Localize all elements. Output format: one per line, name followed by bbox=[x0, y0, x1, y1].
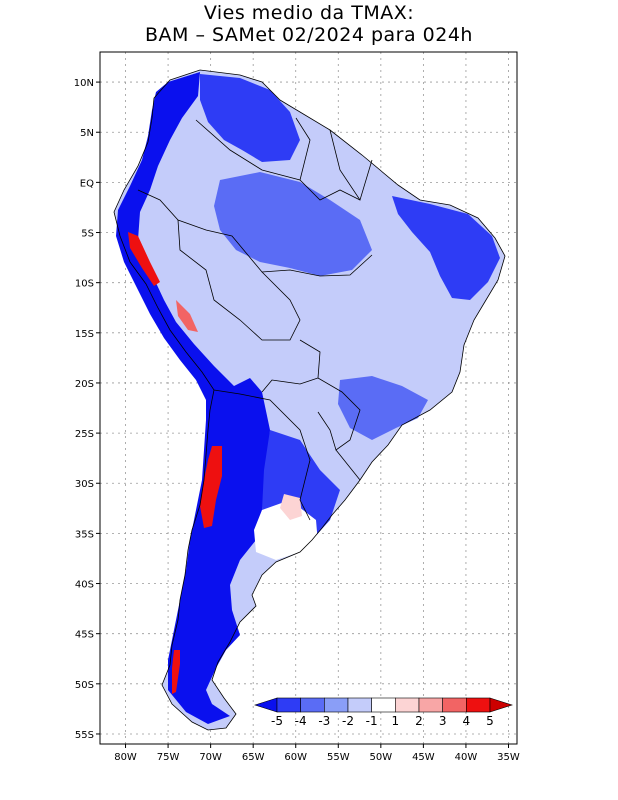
southeast-negative-bias bbox=[338, 376, 428, 440]
y-tick-label: EQ bbox=[80, 178, 94, 189]
colorbar-label: 4 bbox=[463, 714, 471, 728]
colorbar-segment bbox=[418, 697, 443, 713]
x-tick-label: 60W bbox=[284, 752, 307, 763]
continent-base bbox=[114, 70, 505, 730]
colorbar-label: -5 bbox=[271, 714, 283, 728]
patagonia-positive-bias bbox=[172, 650, 180, 694]
colorbar-label: -2 bbox=[342, 714, 354, 728]
y-tick-label: 55S bbox=[75, 730, 94, 741]
x-tick-label: 70W bbox=[199, 752, 222, 763]
northeast-negative-bias bbox=[392, 196, 500, 300]
colorbar-label: -3 bbox=[318, 714, 330, 728]
y-tick-label: 5N bbox=[80, 128, 94, 139]
x-tick-label: 35W bbox=[497, 752, 520, 763]
colorbar-label: 3 bbox=[439, 714, 447, 728]
x-tick-label: 65W bbox=[242, 752, 265, 763]
peru-positive-bias-2 bbox=[176, 300, 198, 332]
colorbar-segment bbox=[466, 697, 491, 713]
map-title-line2: BAM – SAMet 02/2024 para 024h bbox=[145, 24, 473, 46]
y-tick-label: 25S bbox=[75, 429, 94, 440]
colorbar-label: 2 bbox=[415, 714, 423, 728]
neutral-region bbox=[254, 500, 318, 560]
colorbar-label: 1 bbox=[392, 714, 400, 728]
y-tick-label: 10N bbox=[74, 78, 94, 89]
colorbar-segment bbox=[324, 697, 349, 713]
x-axis-labels: 80W 75W 70W 65W 60W 55W 50W 45W 40W 35W bbox=[114, 744, 520, 763]
y-tick-label: 40S bbox=[75, 580, 94, 591]
x-tick-label: 50W bbox=[370, 752, 393, 763]
colorbar-arrow-high bbox=[489, 697, 513, 713]
map-frame bbox=[99, 51, 518, 745]
x-tick-label: 80W bbox=[114, 752, 137, 763]
y-tick-label: 15S bbox=[75, 329, 94, 340]
y-tick-label: 10S bbox=[75, 279, 94, 290]
colorbar-label: 5 bbox=[486, 714, 494, 728]
amazon-negative-bias bbox=[214, 172, 372, 276]
x-tick-label: 55W bbox=[327, 752, 350, 763]
colorbar-segment bbox=[442, 697, 467, 713]
colorbar-segment bbox=[371, 697, 396, 713]
continent-shading bbox=[114, 70, 505, 730]
peru-positive-bias bbox=[128, 232, 160, 286]
colorbar-segment bbox=[347, 697, 372, 713]
y-tick-label: 35S bbox=[75, 529, 94, 540]
y-tick-label: 30S bbox=[75, 479, 94, 490]
y-tick-label: 5S bbox=[81, 229, 94, 240]
country-borders bbox=[113, 69, 506, 731]
colorbar-arrow-low bbox=[254, 697, 278, 713]
colorbar: -5 -4 -3 -2 -1 1 2 3 4 5 bbox=[254, 697, 513, 728]
y-tick-label: 50S bbox=[75, 680, 94, 691]
colorbar-label: -1 bbox=[366, 714, 378, 728]
colorbar-segment bbox=[300, 697, 325, 713]
chile-positive-bias bbox=[200, 446, 222, 528]
y-axis-labels: 10N 5N EQ 5S 10S 15S 20S 25S 30S 35S 40S 45S 50S 55S bbox=[74, 78, 100, 741]
colorbar-segment bbox=[276, 697, 301, 713]
map-title-line1: Vies medio da TMAX: bbox=[203, 2, 415, 24]
x-tick-label: 75W bbox=[157, 752, 180, 763]
colorbar-segment bbox=[395, 697, 420, 713]
andes-negative-bias bbox=[116, 72, 270, 724]
argentina-positive-bias bbox=[280, 494, 302, 520]
colorbar-label: -4 bbox=[295, 714, 307, 728]
y-tick-label: 45S bbox=[75, 630, 94, 641]
y-tick-label: 20S bbox=[75, 379, 94, 390]
x-tick-label: 40W bbox=[455, 752, 478, 763]
x-tick-label: 45W bbox=[412, 752, 435, 763]
north-negative-bias bbox=[200, 74, 300, 162]
